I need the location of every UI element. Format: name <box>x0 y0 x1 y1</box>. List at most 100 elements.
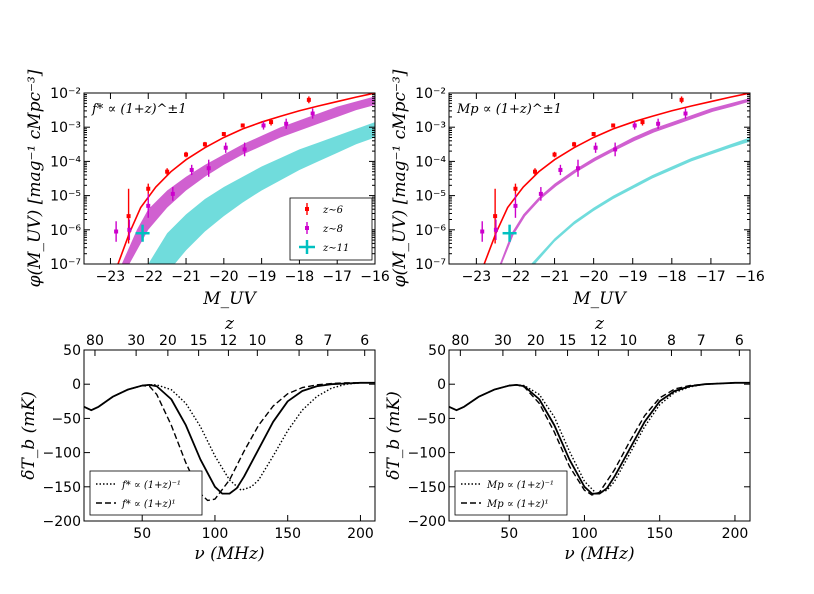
x-axis-label: ν (MHz) <box>564 544 634 564</box>
z6-datapoint <box>592 132 596 136</box>
z6-datapoint <box>269 120 273 124</box>
top-z-tick-label: 7 <box>697 333 706 349</box>
y-tick-label: 10⁻⁵ <box>415 189 446 205</box>
top-z-tick-label: 7 <box>323 333 332 349</box>
legend-label: z∼6 <box>322 205 344 216</box>
x-tick-label: −21 <box>171 269 201 285</box>
z8-datapoint <box>243 147 247 151</box>
legend-label: Mp ∝ (1+z)⁻¹ <box>486 480 554 491</box>
z8-datapoint <box>262 123 266 127</box>
z8-datapoint <box>656 122 660 126</box>
y-tick-label: 10⁻⁷ <box>415 257 446 273</box>
z6-datapoint <box>146 187 150 191</box>
z8-datapoint <box>480 230 484 234</box>
figure: −23 −22 −21 −20 −19 −18 −17 −1610⁻⁷10⁻⁶10⁻⁵10⁻⁴… <box>0 0 814 594</box>
x-tick-label: −19 <box>247 269 277 285</box>
z8-datapoint <box>684 112 688 116</box>
lf-panel-1: −23 −22 −21 −20 −19 −18 −17 −1610⁻⁷10⁻⁶10⁻⁵10⁻⁴… <box>25 69 390 309</box>
z6-datapoint <box>680 98 684 102</box>
top-z-tick-label: 12 <box>220 333 238 349</box>
x-axis-label: ν (MHz) <box>194 544 264 564</box>
y-tick-label: 50 <box>428 343 446 359</box>
z8-datapoint <box>284 122 288 126</box>
z6-datapoint <box>307 98 311 102</box>
z8-datapoint <box>513 204 517 208</box>
top-z-tick-label: 6 <box>735 333 744 349</box>
top-z-tick-label: 20 <box>527 333 545 349</box>
z6-datapoint <box>611 123 615 127</box>
top-z-tick-label: 10 <box>248 333 266 349</box>
y-tick-label: 10⁻⁴ <box>415 154 446 170</box>
z8-datapoint <box>224 146 228 150</box>
z6-datapoint <box>513 187 517 191</box>
x-tick-label: −17 <box>322 269 352 285</box>
y-tick-label: −200 <box>43 514 81 530</box>
z8-datapoint <box>494 228 498 232</box>
x-tick-label: −22 <box>501 269 531 285</box>
top-z-tick-label: 80 <box>451 333 469 349</box>
x-tick-label: −18 <box>285 269 315 285</box>
legend-label: f* ∝ (1+z)⁻¹ <box>121 480 181 491</box>
top-axis-label: z <box>224 314 235 334</box>
legend-marker <box>305 226 309 230</box>
legend-label: z∼8 <box>322 224 343 235</box>
z8-datapoint <box>171 192 175 196</box>
lf-panel-2: −23 −22 −21 −20 −19 −18 −17 −1610⁻⁷10⁻⁶10⁻⁵10⁻⁴… <box>390 69 765 309</box>
x-axis-label: M_UV <box>202 289 257 309</box>
y-axis-label: δT_b (mK) <box>384 391 404 479</box>
y-tick-label: 10⁻² <box>50 86 81 102</box>
z6-datapoint <box>203 142 207 146</box>
x-tick-label: −18 <box>657 269 687 285</box>
z6-datapoint <box>345 86 349 90</box>
top-z-tick-label: 30 <box>127 333 145 349</box>
z11-model-band <box>531 137 750 264</box>
x-tick-label: −21 <box>540 269 570 285</box>
y-tick-label: −100 <box>408 446 446 462</box>
top-z-tick-label: 15 <box>190 333 208 349</box>
y-tick-label: 0 <box>437 377 446 393</box>
y-tick-label: 10⁻³ <box>415 120 446 136</box>
x-tick-label: −23 <box>96 269 126 285</box>
z8-datapoint <box>539 192 543 196</box>
y-tick-label: 10⁻⁶ <box>415 223 446 239</box>
z6-datapoint <box>719 86 723 90</box>
x-tick-label: −23 <box>462 269 492 285</box>
legend-label: Mp ∝ (1+z)¹ <box>486 499 549 510</box>
legend-label: f* ∝ (1+z)¹ <box>121 499 176 510</box>
y-tick-label: 10⁻⁷ <box>50 257 81 273</box>
x-tick-label: −22 <box>133 269 163 285</box>
z6-datapoint <box>533 170 537 174</box>
y-tick-label: −100 <box>43 446 81 462</box>
y-tick-label: 10⁻⁴ <box>50 154 81 170</box>
top-z-tick-label: 12 <box>589 333 607 349</box>
z8-datapoint <box>311 112 315 116</box>
z8-datapoint <box>558 168 562 172</box>
y-tick-label: 10⁻⁵ <box>50 189 81 205</box>
z8-datapoint <box>190 168 194 172</box>
x-tick-label: −20 <box>209 269 239 285</box>
panel-annotation: f* ∝ (1+z)^±1 <box>91 102 187 117</box>
y-tick-label: 10⁻² <box>415 86 446 102</box>
top-z-tick-label: 15 <box>559 333 577 349</box>
top-z-tick-label: 10 <box>619 333 637 349</box>
y-axis-label: φ(M_UV) [mag⁻¹ cMpc⁻³] <box>390 69 410 287</box>
x-tick-label: 200 <box>347 526 374 542</box>
z8-datapoint <box>207 166 211 170</box>
panel-annotation: Mp ∝ (1+z)^±1 <box>456 102 562 117</box>
y-tick-label: 10⁻³ <box>50 120 81 136</box>
y-tick-label: 10⁻⁶ <box>50 223 81 239</box>
z8-datapoint <box>114 230 118 234</box>
legend-marker <box>305 207 309 211</box>
tb-panel-1: 50 100 150 200 50 0 −50 −100 −150 −200 80 30 20 15 12 1… <box>19 314 375 564</box>
x-tick-label: 200 <box>722 526 749 542</box>
z6-model-line <box>484 93 750 264</box>
z6-datapoint <box>641 120 645 124</box>
tb-panel-2: 50 100 150 200 50 0 −50 −100 −150 −200 80 30 20 15 12 1… <box>384 314 750 564</box>
x-tick-label: −17 <box>696 269 726 285</box>
z6-datapoint <box>241 123 245 127</box>
y-axis-label: φ(M_UV) [mag⁻¹ cMpc⁻³] <box>25 69 45 287</box>
z8-datapoint <box>613 147 617 151</box>
top-z-tick-label: 6 <box>360 333 369 349</box>
x-tick-label: −19 <box>618 269 648 285</box>
legend-label: z∼11 <box>322 243 349 254</box>
